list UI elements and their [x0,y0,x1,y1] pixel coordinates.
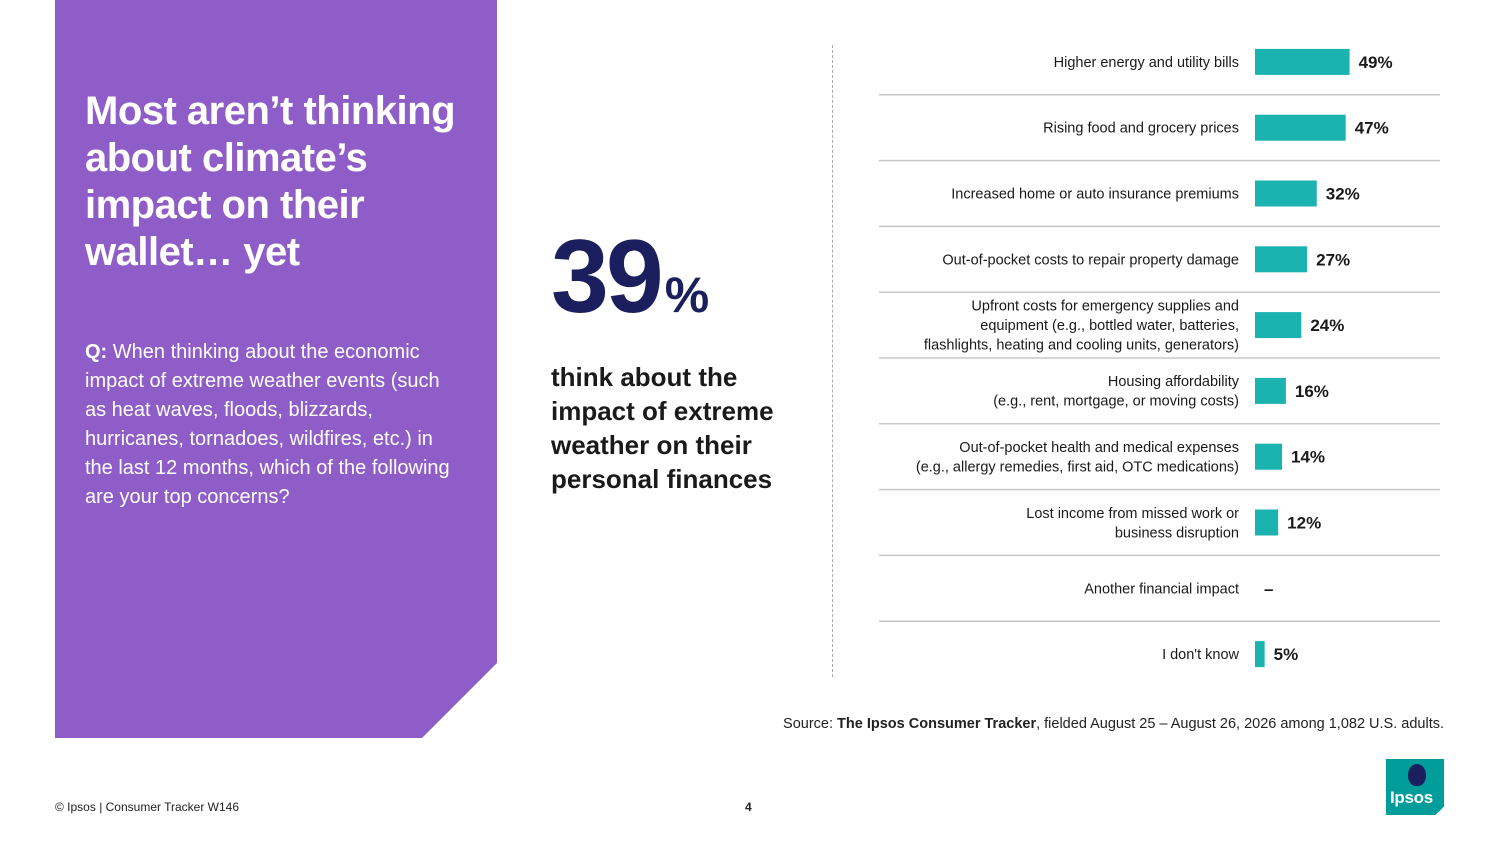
value-label: 27% [1316,250,1350,269]
value-label: 49% [1359,53,1393,72]
value-label: 24% [1310,316,1344,335]
bar [1255,114,1346,141]
category-label: Increased home or auto insurance premium… [951,187,1239,203]
headline-panel: Most aren’t thinking about climate’s imp… [55,0,497,738]
stat-caption: think about the impact of extreme weathe… [551,362,774,494]
bar [1255,443,1283,470]
source-title: The Ipsos Consumer Tracker [837,716,1037,732]
page-number: 4 [745,800,752,814]
category-label: Another financial impact [1084,581,1239,597]
source-suffix: , fielded August 25 – August 26, 2026 am… [1036,716,1444,732]
stat-suffix: % [664,267,710,323]
bar [1255,641,1265,668]
category-label: Housing affordability (e.g., rent, mortga… [993,374,1240,410]
stat-number: 39% [551,222,811,350]
question-prefix: Q: [85,341,108,363]
ipsos-logo: Ipsos [1386,759,1444,815]
value-label: 14% [1291,448,1325,467]
question-text: When thinking about the economic impact … [85,341,450,508]
category-label: Upfront costs for emergency supplies and… [924,299,1239,354]
value-label: 32% [1326,185,1360,204]
logo-text: Ipsos [1390,788,1433,807]
footer-copyright: © Ipsos | Consumer Tracker W146 [55,800,240,814]
bar [1255,48,1350,75]
category-label: Out-of-pocket health and medical expense… [916,440,1239,476]
value-label: 47% [1355,119,1389,138]
value-label: 5% [1274,645,1299,664]
value-label: – [1264,579,1273,598]
category-label: Higher energy and utility bills [1054,55,1239,71]
source-note: Source: The Ipsos Consumer Tracker, fiel… [783,716,1444,732]
survey-question: Q: When thinking about the economic impa… [85,338,465,512]
vertical-divider [832,45,833,677]
bar [1255,377,1286,404]
bar [1255,180,1317,207]
logo-mark-icon [1408,764,1426,786]
category-label: Rising food and grocery prices [1043,121,1239,137]
source-prefix: Source: [783,716,838,732]
headline: Most aren’t thinking about climate’s imp… [85,89,456,274]
category-label: I don't know [1162,647,1239,663]
bar [1255,246,1308,273]
bar [1255,312,1302,339]
bar [1255,509,1279,536]
category-label: Lost income from missed work or business … [1026,506,1239,542]
category-label: Out-of-pocket costs to repair property d… [942,252,1239,268]
value-label: 16% [1295,382,1329,401]
stat-value: 39 [551,219,664,335]
value-label: 12% [1287,514,1321,533]
key-stat: 39% think about the impact of extreme we… [551,222,811,496]
